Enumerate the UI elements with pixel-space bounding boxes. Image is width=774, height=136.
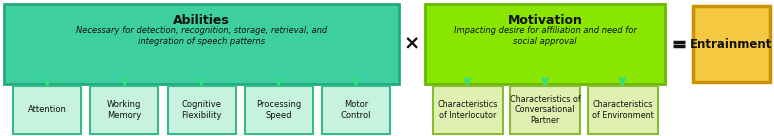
Bar bbox=[245, 86, 313, 134]
Text: Processing
Speed: Processing Speed bbox=[256, 100, 301, 120]
Text: Characteristics
of Interlocutor: Characteristics of Interlocutor bbox=[437, 100, 498, 120]
Text: Abilities: Abilities bbox=[173, 14, 230, 27]
Text: Entrainment: Entrainment bbox=[690, 38, 772, 50]
Bar bbox=[91, 86, 159, 134]
Bar bbox=[425, 4, 665, 84]
Bar bbox=[4, 4, 399, 84]
Bar bbox=[510, 86, 580, 134]
Text: Motivation: Motivation bbox=[508, 14, 583, 27]
Text: Impacting desire for affiliation and need for
social approval: Impacting desire for affiliation and nee… bbox=[454, 26, 636, 46]
Bar bbox=[433, 86, 502, 134]
Bar bbox=[693, 6, 770, 82]
Text: Cognitive
Flexibility: Cognitive Flexibility bbox=[181, 100, 221, 120]
Text: Characteristics of
Conversational
Partner: Characteristics of Conversational Partne… bbox=[509, 95, 580, 125]
Text: Working
Memory: Working Memory bbox=[107, 100, 142, 120]
Text: Attention: Attention bbox=[28, 106, 67, 115]
Text: ×: × bbox=[404, 35, 420, 53]
Text: Necessary for detection, recognition, storage, retrieval, and
integration of spe: Necessary for detection, recognition, st… bbox=[76, 26, 327, 46]
Bar bbox=[587, 86, 657, 134]
Text: Characteristics
of Environment: Characteristics of Environment bbox=[591, 100, 653, 120]
Bar bbox=[13, 86, 81, 134]
Bar bbox=[167, 86, 235, 134]
Text: Motor
Control: Motor Control bbox=[341, 100, 371, 120]
Bar bbox=[322, 86, 390, 134]
